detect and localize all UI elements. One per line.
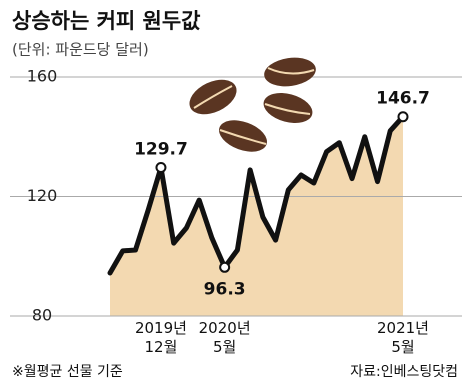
y-tick-label: 120 xyxy=(27,186,58,205)
value-label: 96.3 xyxy=(204,279,246,299)
note: ※월평균 선물 기준 xyxy=(12,364,123,380)
point xyxy=(219,261,231,273)
x-tick-label: 2020년 5월 xyxy=(198,319,251,356)
value-label: 146.7 xyxy=(376,89,430,109)
source: 자료:인베스팅닷컴 xyxy=(350,364,458,380)
coffee-beans xyxy=(189,57,316,152)
line xyxy=(107,114,406,276)
plot: 80 120 160 129.7 96.3 146.7 xyxy=(10,67,462,325)
chart-subtitle: (단위: 파운드당 달러) xyxy=(12,41,149,59)
x-tick-label: 2021년 5월 xyxy=(377,319,429,356)
point xyxy=(397,111,409,123)
y-tick-label: 160 xyxy=(27,67,58,86)
chart-title: 상승하는 커피 원두값 xyxy=(12,9,201,33)
y-tick-label: 80 xyxy=(32,306,52,325)
x-tick-label: 2019년 12월 xyxy=(134,319,187,356)
point xyxy=(155,162,167,174)
value-label: 129.7 xyxy=(134,140,188,160)
area xyxy=(110,116,403,316)
